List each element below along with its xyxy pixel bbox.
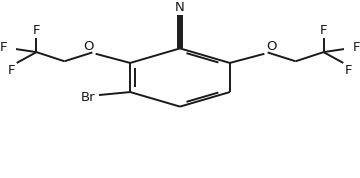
Text: F: F (8, 64, 16, 77)
Text: F: F (320, 24, 327, 37)
Text: F: F (0, 41, 7, 54)
Text: Br: Br (81, 91, 96, 104)
Text: F: F (344, 64, 352, 77)
Text: F: F (353, 41, 360, 54)
Text: O: O (266, 40, 276, 53)
Text: F: F (33, 24, 40, 37)
Text: N: N (175, 1, 185, 14)
Text: O: O (84, 40, 94, 53)
